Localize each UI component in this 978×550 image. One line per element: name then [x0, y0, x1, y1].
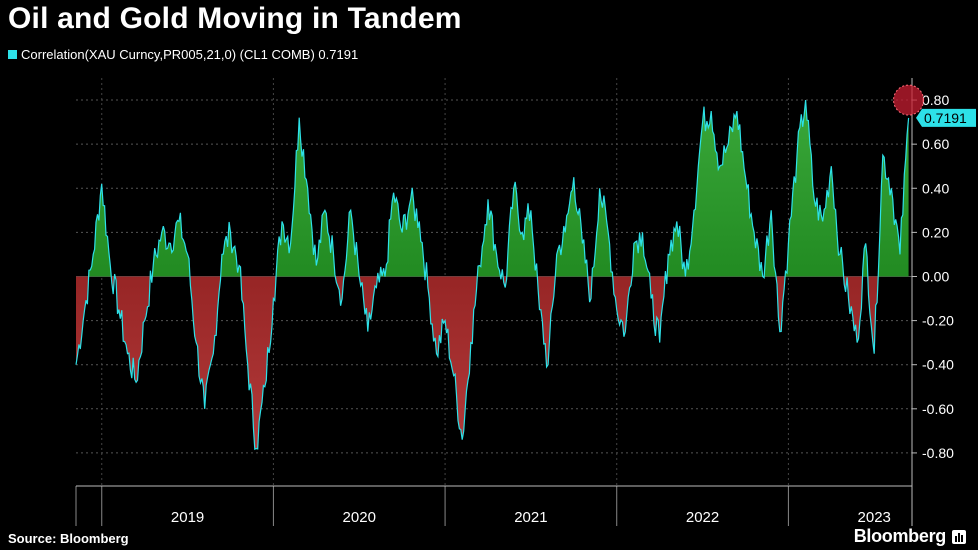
- y-tick-label: 0.20: [922, 224, 949, 240]
- last-value-label: 0.7191: [924, 110, 967, 126]
- legend: Correlation(XAU Curncy,PR005,21,0) (CL1 …: [8, 47, 358, 62]
- y-tick-label: -0.20: [922, 313, 954, 329]
- y-tick-label: 0.80: [922, 92, 949, 108]
- positive-area: [76, 100, 909, 277]
- correlation-line: [75, 100, 910, 451]
- y-tick-label: 0.00: [922, 268, 949, 284]
- x-tick-label: 2020: [343, 509, 376, 526]
- last-value-tag: [916, 108, 976, 127]
- bloomberg-terminal-icon: [952, 530, 966, 544]
- y-tick-label: -0.80: [922, 445, 954, 461]
- bloomberg-logo: Bloomberg: [853, 526, 947, 546]
- axes: 0.80 0.60 0.40 0.20 0.00 -0.20 -0.40 -0.60 -0.80…: [75, 78, 954, 526]
- chart-title: Oil and Gold Moving in Tandem: [8, 2, 462, 35]
- last-value-marker: 0.7191: [893, 84, 976, 127]
- x-tick-label: 2022: [686, 509, 719, 526]
- x-tick-label: 2021: [514, 509, 547, 526]
- x-tick-label: 2023: [858, 509, 891, 526]
- y-tick-label: -0.40: [922, 357, 954, 373]
- y-tick-label: 0.60: [922, 136, 949, 152]
- legend-swatch: [8, 50, 17, 59]
- legend-label: Correlation(XAU Curncy,PR005,21,0) (CL1 …: [21, 47, 359, 62]
- x-tick-label: 2019: [171, 509, 204, 526]
- y-tick-label: -0.60: [922, 401, 954, 417]
- source-note: Source: Bloomberg: [8, 531, 129, 546]
- y-tick-label: 0.40: [922, 180, 949, 196]
- series-line: [75, 100, 910, 451]
- highlight-circle: [893, 84, 925, 116]
- area-fills: [76, 100, 909, 450]
